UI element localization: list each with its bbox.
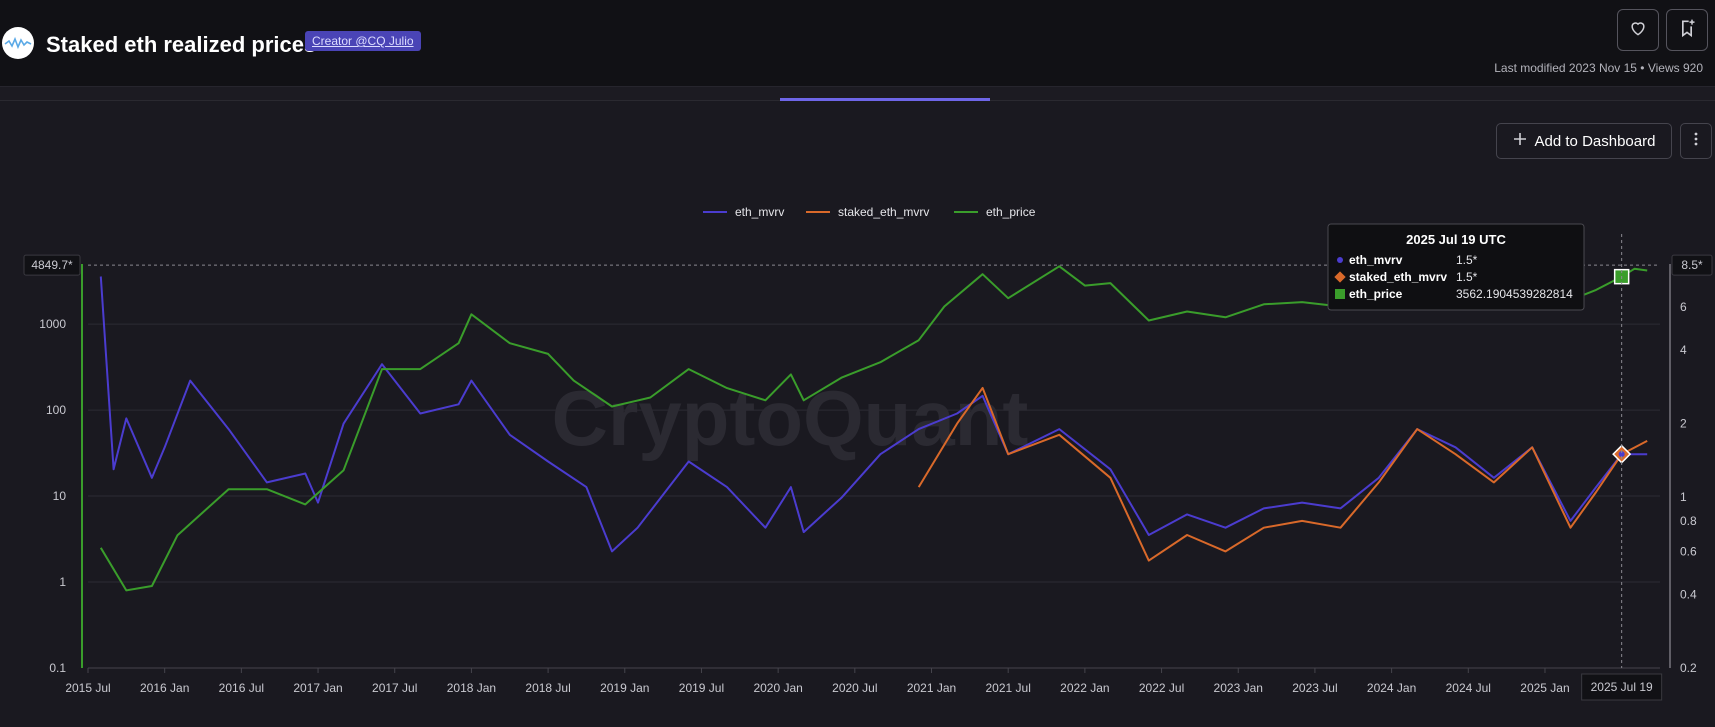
tooltip-row-value: 1.5* [1456,253,1478,267]
left-axis-tick-label: 0.1 [49,661,66,675]
x-axis-tick-label: 2019 Jul [679,681,724,695]
x-axis-tick-label: 2023 Jan [1214,681,1263,695]
legend-label-eth-mvrv: eth_mvrv [735,205,784,219]
bookmark-button[interactable] [1666,9,1708,51]
x-axis-tick-label: 2017 Jan [293,681,342,695]
add-to-dashboard-label: Add to Dashboard [1534,132,1656,150]
right-axis-tick-label: 0.2 [1680,661,1697,675]
x-axis-tick-label: 2024 Jan [1367,681,1416,695]
chart-axes: 0.1 1 10 100 1000 0.2 0.4 0.6 0.8 1 2 4 6 2015 Jul 201… [23,234,1713,701]
chart-panel [0,100,1715,727]
x-axis-tick-label: 2018 Jan [447,681,496,695]
x-axis-tick-label: 2024 Jul [1446,681,1491,695]
creator-badge-link[interactable]: Creator @CQ Julio [305,31,421,51]
more-vertical-icon [1694,131,1698,152]
heart-icon [1628,18,1648,43]
x-axis-tick-label: 2016 Jan [140,681,189,695]
tooltip-row-value: 3562.1904539282814 [1456,287,1573,301]
left-max-badge-label: 4849.7* [31,258,73,272]
legend-label-eth-price: eth_price [986,205,1036,219]
right-axis-tick-label: 4 [1680,343,1687,357]
x-axis-tick-label: 2023 Jul [1292,681,1337,695]
right-axis-tick-label: 6 [1680,300,1687,314]
x-axis-tick-label: 2022 Jan [1060,681,1109,695]
series-line-staked-eth-mvrv [917,386,1648,562]
x-axis-tick-label: 2015 Jul [65,681,110,695]
x-axis-tick-label: 2025 Jan [1520,681,1569,695]
right-axis-tick-label: 0.4 [1680,587,1697,601]
cryptoquant-logo-icon [2,27,34,59]
x-axis-tick-label: 2017 Jul [372,681,417,695]
right-max-badge [1671,254,1713,276]
x-axis-tick-label: 2020 Jan [753,681,802,695]
left-axis-tick-label: 1 [59,575,66,589]
tooltip-row-name: staked_eth_mvrv [1349,270,1447,284]
more-options-button[interactable] [1680,123,1712,159]
tooltip-swatch-staked-eth-mvrv [1334,271,1346,283]
tooltip-box [1327,223,1585,311]
right-axis-tick-label: 1 [1680,490,1687,504]
left-max-badge [23,254,81,276]
active-tab-indicator [780,98,990,101]
series-line-eth-mvrv [99,276,1648,553]
x-axis-tick-label: 2021 Jul [986,681,1031,695]
right-axis-tick-label: 2 [1680,417,1687,431]
tooltip-row-name: eth_mvrv [1349,253,1403,267]
right-axis-tick-label: 0.8 [1680,514,1697,528]
x-axis-tick-label: 2020 Jul [832,681,877,695]
tooltip-row-value: 1.5* [1456,270,1478,284]
plus-icon [1513,132,1527,150]
crosshair-date-label: 2025 Jul 19 [1591,680,1653,694]
left-axis-tick-label: 100 [46,403,66,417]
left-axis-tick-label: 10 [53,489,67,503]
page-title: Staked eth realized prices [46,32,317,57]
tooltip-swatch-eth-mvrv [1337,257,1343,263]
watermark: CryptoQuant [552,374,1029,462]
top-bar: Staked eth realized prices Creator @CQ J… [0,0,1715,87]
tooltip-row-name: eth_price [1349,287,1403,301]
x-axis-tick-label: 2019 Jan [600,681,649,695]
chart-legend: eth_mvrv staked_eth_mvrv eth_price [703,205,1036,219]
legend-label-staked-eth-mvrv: staked_eth_mvrv [838,205,929,219]
right-max-badge-label: 8.5* [1681,258,1703,272]
eth-mvrv-marker [1618,451,1625,458]
right-axis-tick-label: 0.6 [1680,544,1697,558]
x-axis-tick-label: 2016 Jul [219,681,264,695]
left-axis-tick-label: 1000 [39,317,66,331]
like-button[interactable] [1617,9,1659,51]
last-modified-views: Last modified 2023 Nov 15 • Views 920 [1494,61,1703,75]
tooltip-date: 2025 Jul 19 UTC [1406,232,1506,247]
x-axis-tick-label: 2018 Jul [525,681,570,695]
tooltip-swatch-eth-price [1335,289,1345,299]
add-to-dashboard-button[interactable]: Add to Dashboard [1496,123,1672,159]
crosshair-date-badge [1581,673,1663,701]
bookmark-add-icon [1677,18,1697,43]
x-axis-tick-label: 2021 Jan [907,681,956,695]
x-axis-tick-label: 2022 Jul [1139,681,1184,695]
